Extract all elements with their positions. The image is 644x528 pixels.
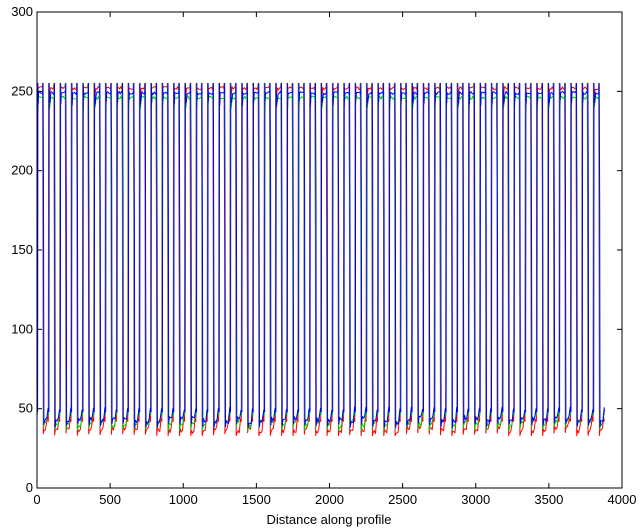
x-tick-label: 0: [33, 492, 40, 507]
y-tick-label: 250: [11, 83, 33, 98]
y-tick-label: 150: [11, 242, 33, 257]
series-line-2: [37, 82, 605, 429]
series-layer: [36, 82, 605, 437]
x-tick-label: 2500: [388, 492, 417, 507]
tick-layer: 0 500 1000 1500 2000 2500 3000 3500 4000 0 50 100 15…: [11, 4, 636, 507]
x-tick-label: 3500: [534, 492, 563, 507]
x-tick-label: 4000: [608, 492, 637, 507]
x-tick-label: 1500: [242, 492, 271, 507]
x-tick-label: 1000: [169, 492, 198, 507]
y-tick-label: 300: [11, 4, 33, 19]
x-tick-label: 2000: [315, 492, 344, 507]
y-tick-label: 200: [11, 163, 33, 178]
y-tick-label: 100: [11, 321, 33, 336]
x-axis-label: Distance along profile: [266, 512, 391, 527]
x-tick-label: 3000: [461, 492, 490, 507]
x-tick-label: 500: [99, 492, 121, 507]
y-tick-label: 0: [26, 480, 33, 495]
y-tick-label: 50: [19, 401, 33, 416]
